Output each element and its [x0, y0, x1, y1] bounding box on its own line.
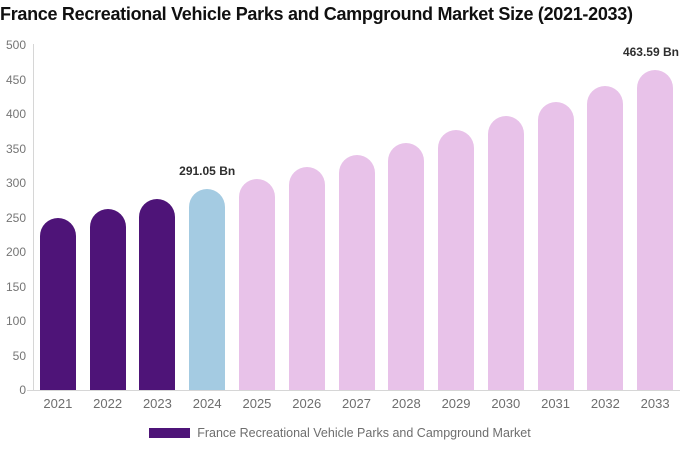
x-axis-label-2030: 2030	[491, 396, 521, 411]
bar-2027[interactable]	[338, 155, 375, 390]
bar-2024[interactable]	[189, 189, 226, 390]
bar-2029[interactable]	[438, 129, 475, 390]
value-label-2033: 463.59 Bn	[622, 45, 679, 60]
x-axis-label-2025: 2025	[242, 396, 272, 411]
value-label-2024: 291.05 Bn	[179, 164, 236, 179]
y-tick-label: 200	[5, 245, 26, 259]
y-tick-label: 500	[5, 38, 26, 52]
x-axis-label-2021: 2021	[43, 396, 73, 411]
x-axis-line	[27, 390, 680, 391]
x-axis-label-2024: 2024	[192, 396, 222, 411]
y-tick-label: 350	[5, 141, 26, 156]
x-axis-label-2033: 2033	[640, 396, 670, 411]
bar-2023[interactable]	[139, 199, 176, 390]
y-tick-label: 100	[5, 314, 26, 328]
x-axis-label-2027: 2027	[342, 396, 371, 411]
bar-2025[interactable]	[238, 178, 275, 390]
y-tick-label: 400	[5, 107, 26, 121]
legend-item[interactable]: France Recreational Vehicle Parks and Ca…	[149, 426, 531, 440]
bar-2030[interactable]	[487, 116, 524, 390]
y-tick-label: 150	[5, 279, 26, 294]
legend-label: France Recreational Vehicle Parks and Ca…	[197, 426, 531, 440]
bar-2021[interactable]	[39, 218, 76, 390]
y-tick-label: 250	[5, 210, 26, 225]
bar-2033[interactable]	[637, 70, 674, 390]
x-axis-label-2031: 2031	[541, 396, 571, 411]
legend-swatch	[149, 428, 191, 438]
x-axis-label-2026: 2026	[292, 396, 322, 411]
bar-2026[interactable]	[288, 167, 325, 390]
bar-2028[interactable]	[388, 142, 425, 390]
y-tick-label: 300	[5, 176, 26, 190]
legend: France Recreational Vehicle Parks and Ca…	[0, 424, 680, 442]
y-axis-line	[33, 44, 34, 390]
y-tick-label: 0	[19, 383, 26, 397]
x-axis-label-2032: 2032	[590, 396, 620, 411]
bar-2031[interactable]	[537, 101, 574, 390]
bar-2022[interactable]	[89, 208, 126, 390]
x-axis-label-2029: 2029	[441, 396, 471, 411]
chart-title: France Recreational Vehicle Parks and Ca…	[0, 4, 633, 24]
x-axis-label-2028: 2028	[391, 396, 421, 411]
x-axis-label-2022: 2022	[93, 396, 123, 411]
y-tick-label: 50	[12, 348, 26, 363]
y-tick-label: 450	[5, 72, 26, 87]
x-axis-label-2023: 2023	[142, 396, 172, 411]
bar-2032[interactable]	[587, 86, 624, 390]
